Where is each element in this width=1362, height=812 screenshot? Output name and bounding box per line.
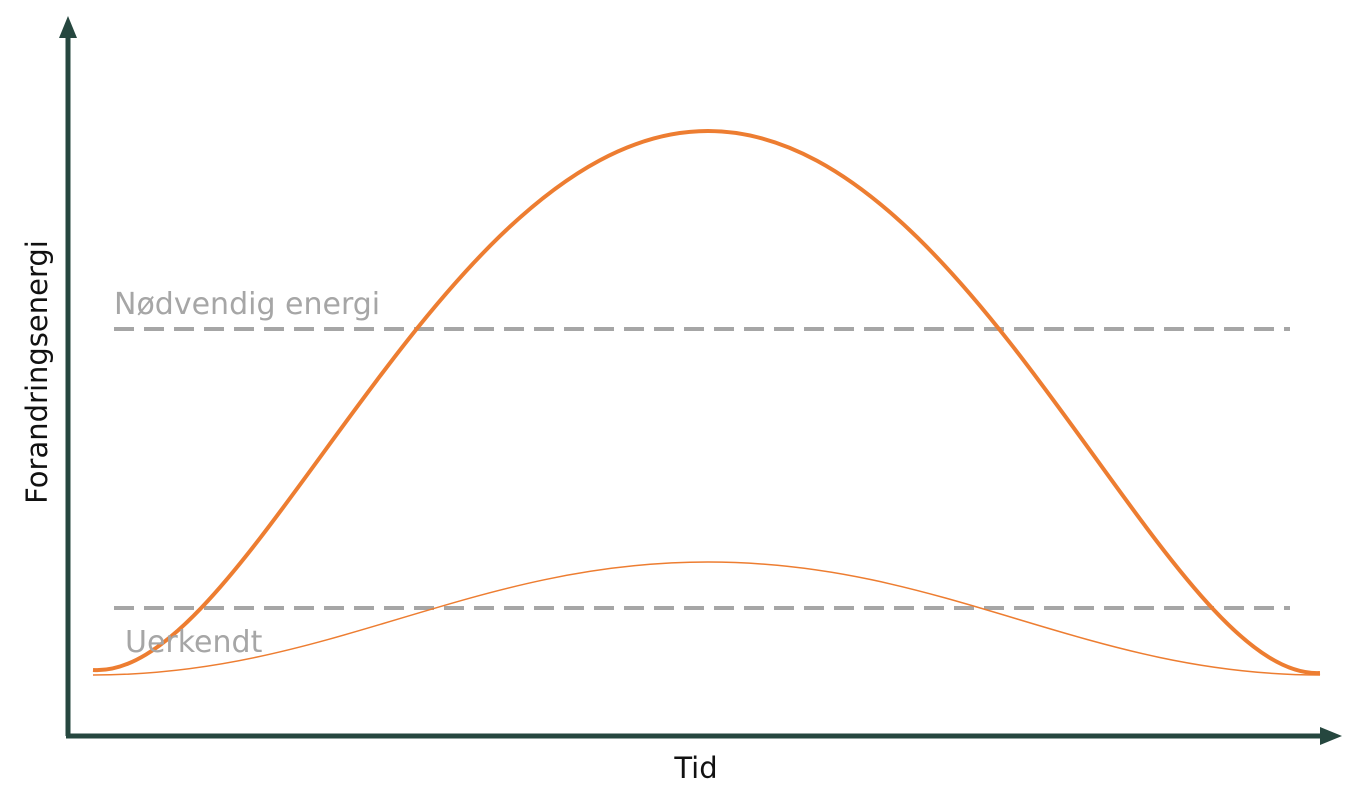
required-energy-label: Nødvendig energi [114, 287, 380, 322]
y-axis-label: Forandringsenergi [20, 240, 54, 504]
x-axis-arrow-icon [1320, 727, 1342, 745]
x-axis-label: Tid [673, 751, 717, 785]
unrecognized-label: Uerkendt [125, 625, 263, 660]
y-axis-arrow-icon [59, 16, 77, 38]
high-energy-curve [92, 128, 1321, 676]
low-energy-curve [92, 561, 1321, 676]
